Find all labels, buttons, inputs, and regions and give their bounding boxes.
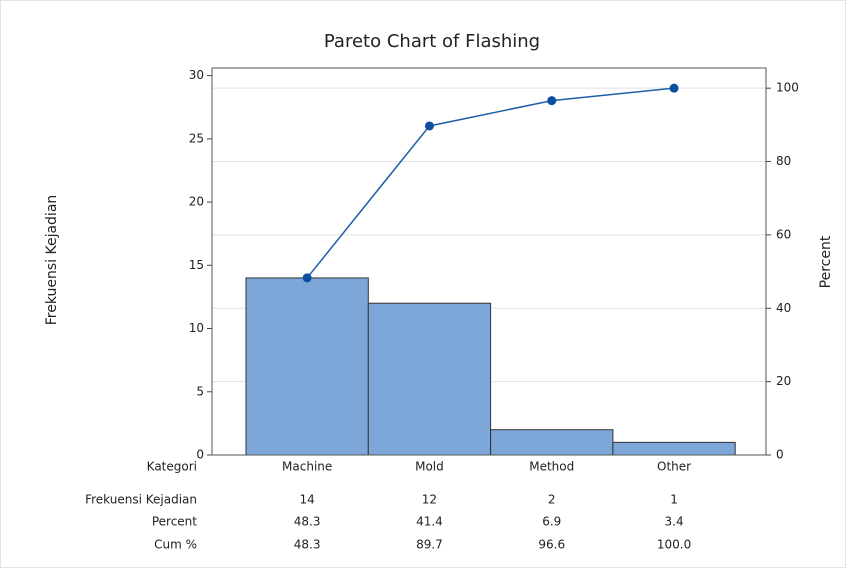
bar (490, 429, 614, 456)
cum-line (306, 87, 675, 279)
y-tick-label: 0 (196, 448, 204, 462)
percent-cell: 48.3 (294, 515, 321, 529)
y-tick-label: 10 (189, 321, 204, 335)
cum-point (669, 83, 679, 93)
category-label: Other (657, 460, 691, 474)
y2-tick-label: 80 (776, 154, 791, 168)
chart-title: Pareto Chart of Flashing (324, 31, 540, 52)
y2-tick-label: 0 (776, 448, 784, 462)
bar (245, 277, 369, 456)
count-row-label: Frekuensi Kejadian (85, 493, 197, 507)
y-tick-label: 5 (196, 384, 204, 398)
category-label: Method (529, 460, 574, 474)
percent-cell: 41.4 (416, 515, 443, 529)
y2-tick-label: 60 (776, 227, 791, 241)
y-tick-label: 30 (189, 68, 204, 82)
count-cell: 2 (548, 493, 556, 507)
cum-point (424, 121, 434, 131)
y2-tick-label: 20 (776, 374, 791, 388)
category-label: Machine (282, 460, 332, 474)
count-cell: 14 (300, 493, 315, 507)
bar (367, 302, 492, 456)
y-tick-label: 15 (189, 258, 204, 272)
category-label: Mold (415, 460, 444, 474)
percent-cell: 6.9 (542, 515, 561, 529)
cum-cell: 89.7 (416, 538, 443, 552)
y-tick-label: 20 (189, 195, 204, 209)
cum-cell: 100.0 (657, 538, 691, 552)
cum-point (302, 273, 312, 283)
count-cell: 12 (422, 493, 437, 507)
y-axis-label: Frekuensi Kejadian (44, 195, 60, 326)
count-cell: 1 (670, 493, 678, 507)
cum-cell: 48.3 (294, 538, 321, 552)
bar (612, 441, 736, 456)
y2-tick-label: 100 (776, 81, 799, 95)
y-tick-label: 25 (189, 131, 204, 145)
y2-tick-label: 40 (776, 301, 791, 315)
y2-axis-label: Percent (818, 235, 834, 288)
plot-frame (211, 67, 767, 456)
cum-cell: 96.6 (538, 538, 565, 552)
percent-row-label: Percent (152, 515, 197, 529)
category-row-label: Kategori (147, 460, 197, 474)
cum-row-label: Cum % (154, 538, 197, 552)
cum-point (547, 96, 557, 106)
percent-cell: 3.4 (665, 515, 684, 529)
